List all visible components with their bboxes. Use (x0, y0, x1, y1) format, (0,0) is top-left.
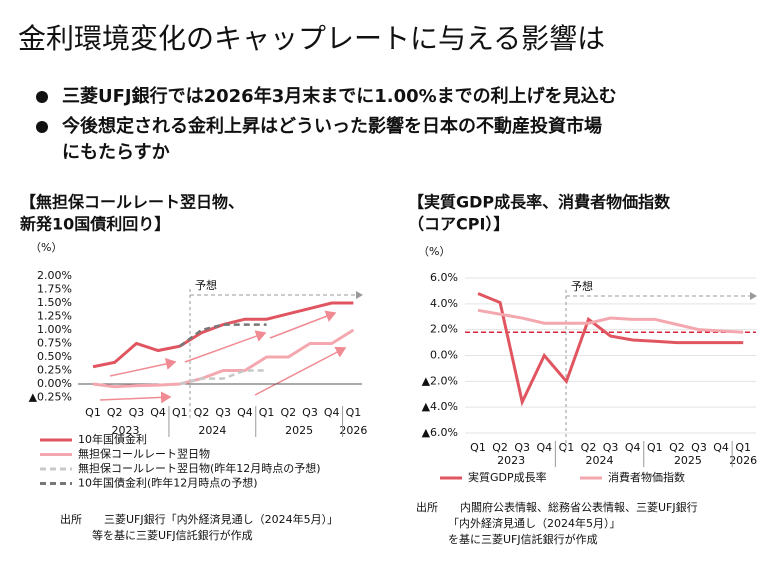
x-tick-label: Q4 (536, 441, 552, 454)
year-label: 2024 (586, 454, 614, 467)
x-tick-label: Q2 (194, 406, 210, 419)
x-tick-label: Q1 (647, 441, 663, 454)
y-tick-label: 6.0% (430, 271, 458, 284)
y-tick-label: ▲2.0% (422, 374, 458, 387)
x-tick-label: Q3 (603, 441, 619, 454)
series-line (477, 292, 744, 407)
year-label: 2023 (112, 424, 140, 437)
source-note: 出所 内閣府公表情報、総務省公表情報、三菱UFJ銀行 (416, 500, 698, 514)
y-tick-label: 0.75% (37, 337, 72, 350)
y-tick-label: 1.25% (37, 310, 72, 323)
y-tick-label: ▲4.0% (422, 400, 458, 413)
x-tick-label: Q2 (669, 441, 685, 454)
annotation: 予想 (195, 278, 217, 292)
decor-arrows (99, 310, 347, 404)
x-tick-label: Q2 (107, 406, 123, 419)
x-tick-label: Q3 (514, 441, 530, 454)
x-tick-label: Q4 (150, 406, 166, 419)
y-tick-label: 1.50% (37, 296, 72, 309)
x-tick-label: Q4 (625, 441, 641, 454)
y-tick-label: 0.50% (37, 350, 72, 363)
x-tick-label: Q1 (346, 406, 362, 419)
series-line (477, 308, 744, 334)
bullet: 今後想定される金利上昇はどういった影響を日本の不動産投資市場 (62, 115, 602, 137)
x-tick-label: Q2 (280, 406, 296, 419)
y-tick-label: 0.25% (37, 364, 72, 377)
series-line (179, 323, 267, 348)
source-note: 等を基に三菱UFJ信託銀行が作成 (92, 528, 253, 542)
x-tick-label: Q1 (85, 406, 101, 419)
x-tick-label: Q3 (691, 441, 707, 454)
bullet: にもたらすか (62, 142, 170, 163)
year-label: 2025 (674, 454, 702, 467)
y-tick-label: 1.75% (37, 283, 72, 296)
series-line (92, 328, 355, 389)
x-tick-label: Q1 (470, 441, 486, 454)
series-line (179, 369, 267, 386)
y-unit: （%） (418, 245, 450, 258)
x-tick-label: Q4 (713, 441, 729, 454)
legend-label: 10年国債金利(昨年12月時点の予想) (78, 476, 258, 490)
annotation: 予想 (571, 279, 593, 293)
slide-title: 金利環境変化のキャップレートに与える影響は (18, 22, 605, 55)
legend-label: 無担保コールレート翌日物(昨年12月時点の予想) (78, 461, 321, 475)
year-label: 2024 (198, 424, 226, 437)
y-tick-label: 1.00% (37, 323, 72, 336)
source-note: を基に三菱UFJ信託銀行が作成 (448, 532, 598, 546)
chart-title: 【実質GDP成長率、消費者物価指数 (408, 193, 671, 212)
bullet-dot (36, 91, 48, 103)
y-tick-label: 0.00% (37, 377, 72, 390)
legend-label: 無担保コールレート翌日物 (78, 447, 210, 461)
bullet: 三菱UFJ銀行では2026年3月末までに1.00%までの利上げを見込む (62, 85, 617, 107)
source-note: 「内外経済見通し（2024年5月）」 (448, 516, 621, 530)
chart-title: （コアCPI）】 (408, 215, 509, 234)
series-line (92, 301, 354, 369)
legend-label: 10年国債金利 (78, 432, 147, 446)
year-label: 2023 (497, 454, 525, 467)
chart-title: 【無担保コールレート翌日物、 (20, 193, 244, 212)
x-tick-label: Q2 (581, 441, 597, 454)
x-tick-label: Q4 (237, 406, 253, 419)
x-tick-label: Q3 (302, 406, 318, 419)
source-note: 出所 三菱UFJ銀行「内外経済見通し（2024年5月）」 (60, 512, 338, 526)
year-label: 2025 (285, 424, 313, 437)
year-label: 2026 (729, 454, 757, 467)
x-tick-label: Q1 (172, 406, 188, 419)
y-tick-label: 2.0% (430, 323, 458, 336)
x-tick-label: Q1 (735, 441, 751, 454)
y-tick-label: 0.0% (430, 349, 458, 362)
y-tick-label: ▲6.0% (422, 426, 458, 439)
year-label: 2026 (339, 424, 367, 437)
legend-label: 実質GDP成長率 (468, 470, 547, 484)
y-tick-label: 4.0% (430, 297, 458, 310)
x-tick-label: Q2 (492, 441, 508, 454)
x-tick-label: Q1 (259, 406, 275, 419)
bullet-dot (36, 121, 48, 133)
x-tick-label: Q4 (324, 406, 340, 419)
legend-label: 消費者物価指数 (608, 470, 685, 484)
y-unit: （%） (30, 241, 62, 254)
chart-title: 新発10国債利回り】 (20, 215, 170, 234)
y-tick-label: ▲0.25% (29, 391, 72, 404)
x-tick-label: Q3 (129, 406, 145, 419)
x-tick-label: Q3 (215, 406, 231, 419)
y-tick-label: 2.00% (37, 269, 72, 282)
